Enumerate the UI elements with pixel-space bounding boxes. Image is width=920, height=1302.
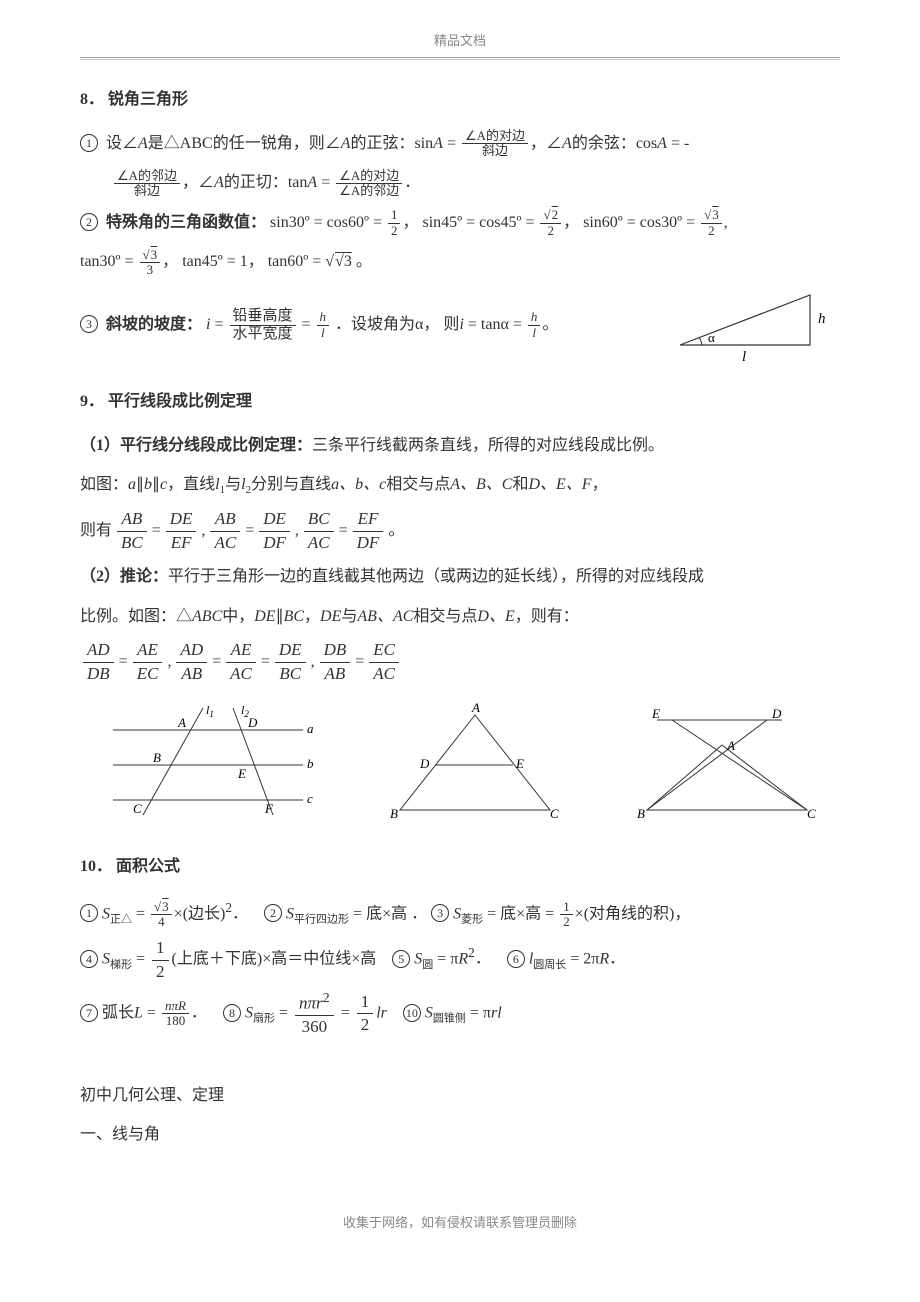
triangle-de-inside-diagram: A B C D E xyxy=(380,700,570,830)
svg-text:E: E xyxy=(237,766,246,781)
sec8-item3: 3 斜坡的坡度： i = 铅垂高度水平宽度 = hl ．设坡角为α， 则i = … xyxy=(80,285,840,365)
sec8-item1b: ∠A的邻边斜边，∠A的正切：tanA = ∠A的对边∠A的邻边． xyxy=(80,166,840,200)
sec9-eq1: 则有 ABBC = DEEF , ABAC = DEDF , BCAC = EF… xyxy=(80,508,840,554)
svg-text:l: l xyxy=(742,349,746,365)
triangle-de-extension-diagram: E D A B C xyxy=(627,700,827,830)
slope-diagram: α h l xyxy=(670,285,840,365)
svg-text:a: a xyxy=(307,721,314,736)
page-footer: 收集于网络，如有侵权请联系管理员删除 xyxy=(80,1212,840,1231)
parallel-lines-diagram: l1 l2 A B C D E F a b c xyxy=(93,700,323,830)
circled-2: 2 xyxy=(80,213,98,231)
svg-text:B: B xyxy=(153,750,161,765)
svg-text:D: D xyxy=(419,756,430,771)
svg-text:C: C xyxy=(133,801,142,816)
sec9-p1: （1）平行线分线段成比例定理：三条平行线截两条直线，所得的对应线段成比例。 xyxy=(80,429,840,463)
svg-text:E: E xyxy=(515,756,524,771)
sec9-p3: （2）推论：平行于三角形一边的直线截其他两边（或两边的延长线），所得的对应线段成 xyxy=(80,560,840,594)
svg-text:A: A xyxy=(726,738,735,753)
sec9-p2: 如图：a∥b∥c，直线l1与l2分别与直线a、b、c相交与点A、B、C和D、E、… xyxy=(80,468,840,502)
circled-3: 3 xyxy=(80,315,98,333)
section-9-title: 9． 平行线段成比例定理 xyxy=(80,385,840,419)
svg-text:A: A xyxy=(471,700,480,715)
svg-text:F: F xyxy=(264,801,274,816)
circled-1: 1 xyxy=(80,134,98,152)
svg-text:α: α xyxy=(708,330,715,345)
sec8-item1: 1 设∠A是△ABC的任一锐角，则∠A的正弦：sinA = ∠A的对边斜边，∠A… xyxy=(80,127,840,161)
svg-text:C: C xyxy=(807,806,816,821)
section-10-title: 10． 面积公式 xyxy=(80,850,840,884)
svg-text:B: B xyxy=(637,806,645,821)
svg-text:h: h xyxy=(818,311,826,327)
svg-text:A: A xyxy=(177,715,186,730)
sec9-eq2: ADDB = AEEC , ADAB = AEAC = DEBC , DBAB … xyxy=(80,639,840,685)
svg-text:B: B xyxy=(390,806,398,821)
svg-text:E: E xyxy=(651,706,660,721)
svg-text:b: b xyxy=(307,756,314,771)
svg-text:l1: l1 xyxy=(206,703,214,719)
sec10-line1: 1S正△ = √34×(边长)2． 2S平行四边形 = 底×高 ． 3S菱形 =… xyxy=(80,894,840,932)
sec10-line2: 4S梯形 = 12(上底＋下底)×高＝中位线×高 5S圆 = πR2． 6l圆周… xyxy=(80,937,840,983)
sec8-item2b: tan30º = √33， tan45º = 1， tan60º = √√3 。 xyxy=(80,245,840,279)
svg-text:c: c xyxy=(307,791,313,806)
page-header: 精品文档 xyxy=(80,30,840,58)
sec8-item2: 2 特殊角的三角函数值： sin30º = cos60º = 12， sin45… xyxy=(80,206,840,240)
tail-1: 初中几何公理、定理 xyxy=(80,1079,840,1113)
sec10-line3: 7弧长L = nπR180． 8S扇形 = nπr2360 = 12lr 10S… xyxy=(80,989,840,1038)
sec9-p3b: 比例。如图：△ABC中，DE∥BC，DE与AB、AC相交与点D、E，则有： xyxy=(80,600,840,634)
svg-text:C: C xyxy=(550,806,559,821)
section-8-title: 8． 锐角三角形 xyxy=(80,83,840,117)
svg-text:D: D xyxy=(247,715,258,730)
tail-2: 一、线与角 xyxy=(80,1118,840,1152)
svg-text:D: D xyxy=(771,706,782,721)
